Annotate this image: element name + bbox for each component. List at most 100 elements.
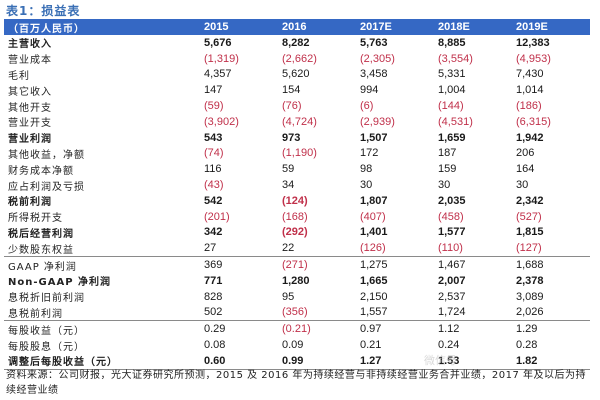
value-cell-2015: 771 xyxy=(204,274,223,287)
value-cell-2017e: (2,939) xyxy=(360,115,395,128)
table-row: 应占利润及亏损 (43) 34 30 30 30 xyxy=(4,177,590,193)
value-cell-2016: 22 xyxy=(278,240,356,258)
value-cell-2015: (1,319) xyxy=(204,52,239,65)
value-cell-2016: 95 xyxy=(282,290,295,303)
row-label: GAAP 净利润 xyxy=(8,261,77,273)
value-cell-2019e: 30 xyxy=(516,179,529,192)
value-cell-2018e: 1.12 xyxy=(438,323,460,336)
row-label: 营业成本 xyxy=(8,55,52,67)
row-label: 调整后每股收益（元） xyxy=(4,352,200,370)
value-cell-2017e: 172 xyxy=(360,147,379,160)
value-cell-2019e: 2,026 xyxy=(512,304,590,322)
row-label: 税前利润 xyxy=(8,197,52,209)
value-cell-2017e: (6) xyxy=(360,100,374,113)
value-cell-2017e: 1,507 xyxy=(360,131,388,144)
value-cell-2018e: (458) xyxy=(438,210,464,223)
table-row: 毛利 4,357 5,620 3,458 5,331 7,430 xyxy=(4,67,590,83)
value-cell-2018e: 2,537 xyxy=(438,290,466,303)
value-cell-2016: 0.09 xyxy=(282,339,304,352)
value-cell-2018e: 2,035 xyxy=(438,194,466,207)
value-cell-2018e: 2,007 xyxy=(438,274,466,287)
value-cell-2018e: 159 xyxy=(438,163,457,176)
value-cell-2019e: 1.29 xyxy=(516,323,538,336)
value-cell-2015: 502 xyxy=(200,304,278,322)
source-footnote: 资料来源：公司财报，光大证券研究所预测，2015 及 2016 年为持续经营与非… xyxy=(6,370,587,396)
table-row: 其它收入 147 154 994 1,004 1,014 xyxy=(4,82,590,98)
value-cell-2018e: 1,004 xyxy=(438,84,466,97)
value-cell-2017e: 1,401 xyxy=(360,226,388,239)
value-cell-2016: (124) xyxy=(282,194,308,207)
table-row: 财务成本净额 116 59 98 159 164 xyxy=(4,161,590,177)
column-header: 2017E xyxy=(356,19,434,35)
value-cell-2015: (201) xyxy=(204,210,230,223)
value-cell-2017e: 2,150 xyxy=(360,290,388,303)
table-row: 每股股息（元） 0.08 0.09 0.21 0.24 0.28 xyxy=(4,337,590,353)
value-cell-2016: (292) xyxy=(282,226,308,239)
row-label: 税后经营利润 xyxy=(8,228,74,240)
value-cell-2017e: 0.21 xyxy=(360,339,382,352)
value-cell-2015: 0.29 xyxy=(204,323,226,336)
table-row: 所得税开支 (201) (168) (407) (458) (527) xyxy=(4,209,590,225)
value-cell-2019e: 2,342 xyxy=(516,194,544,207)
value-cell-2017e: 1,275 xyxy=(360,259,388,272)
table-row: 营业开支 (3,902) (4,724) (2,939) (4,531) (6,315) xyxy=(4,114,590,130)
value-cell-2015: 543 xyxy=(204,131,223,144)
value-cell-2016: (76) xyxy=(282,100,302,113)
row-label: 其他收益，净额 xyxy=(8,149,85,161)
table-row: 其他收益，净额 (74) (1,190) 172 187 206 xyxy=(4,146,590,162)
table-row: 息税折旧前利润 828 95 2,150 2,537 3,089 xyxy=(4,289,590,305)
value-cell-2016: (1,190) xyxy=(282,147,317,160)
value-cell-2015: (74) xyxy=(204,147,224,160)
value-cell-2016: 154 xyxy=(282,84,301,97)
value-cell-2016: (271) xyxy=(282,259,308,272)
value-cell-2018e: (3,554) xyxy=(438,52,473,65)
value-cell-2019e: 2,378 xyxy=(516,274,544,287)
column-header: 2015 xyxy=(200,19,278,35)
watermark: 微信号 xyxy=(424,354,457,367)
value-cell-2018e: 5,331 xyxy=(438,68,466,81)
value-cell-2017e: 3,458 xyxy=(360,68,388,81)
value-cell-2018e: 1,724 xyxy=(434,304,512,322)
table-row: 每股收益（元） 0.29 (0.21) 0.97 1.12 1.29 xyxy=(4,321,590,337)
value-cell-2017e: 0.97 xyxy=(360,323,382,336)
table-header-row: （百万人民币） 2015 2016 2017E 2018E 2019E xyxy=(4,19,590,35)
value-cell-2019e: (4,953) xyxy=(516,52,551,65)
value-cell-2019e: 1,014 xyxy=(516,84,544,97)
unit-header: （百万人民币） xyxy=(4,19,200,35)
table-row: 营业成本 (1,319) (2,662) (2,305) (3,554) (4,953) xyxy=(4,51,590,67)
value-cell-2015: 27 xyxy=(200,240,278,258)
table-row: 息税前利润 502 (356) 1,557 1,724 2,026 xyxy=(4,304,590,322)
value-cell-2016: (4,724) xyxy=(282,115,317,128)
table-row: 税前利润 542 (124) 1,807 2,035 2,342 xyxy=(4,193,590,209)
value-cell-2016: (168) xyxy=(282,210,308,223)
value-cell-2017e: 1,665 xyxy=(360,274,388,287)
value-cell-2017e: 5,763 xyxy=(360,36,388,49)
value-cell-2016: 59 xyxy=(282,163,295,176)
value-cell-2015: (3,902) xyxy=(204,115,239,128)
value-cell-2019e: 7,430 xyxy=(516,68,544,81)
value-cell-2016: 1,280 xyxy=(282,274,310,287)
table-row: 税后经营利润 342 (292) 1,401 1,577 1,815 xyxy=(4,225,590,241)
column-header: 2019E xyxy=(512,19,590,35)
value-cell-2019e: (127) xyxy=(512,240,590,258)
value-cell-2018e: 1,659 xyxy=(438,131,466,144)
column-header: 2018E xyxy=(434,19,512,35)
value-cell-2018e: 187 xyxy=(438,147,457,160)
income-statement-table: （百万人民币） 2015 2016 2017E 2018E 2019E 主营收入… xyxy=(4,19,590,370)
value-cell-2018e: 1.53 xyxy=(434,352,512,370)
value-cell-2017e: 1.27 xyxy=(356,352,434,370)
value-cell-2015: 0.60 xyxy=(200,352,278,370)
value-cell-2016: (356) xyxy=(278,304,356,322)
table-row: GAAP 净利润 369 (271) 1,275 1,467 1,688 xyxy=(4,257,590,273)
table-title: 表1：损益表 xyxy=(6,4,81,18)
row-label: 其它收入 xyxy=(8,86,52,98)
row-label: Non-GAAP 净利润 xyxy=(8,277,112,289)
column-header: 2016 xyxy=(278,19,356,35)
row-label: 其他开支 xyxy=(8,102,52,114)
value-cell-2017e: 30 xyxy=(360,179,373,192)
row-label: 少数股东权益 xyxy=(4,240,200,258)
value-cell-2016: 0.99 xyxy=(278,352,356,370)
value-cell-2018e: (4,531) xyxy=(438,115,473,128)
value-cell-2018e: 1,467 xyxy=(438,259,466,272)
value-cell-2018e: 0.24 xyxy=(438,339,460,352)
